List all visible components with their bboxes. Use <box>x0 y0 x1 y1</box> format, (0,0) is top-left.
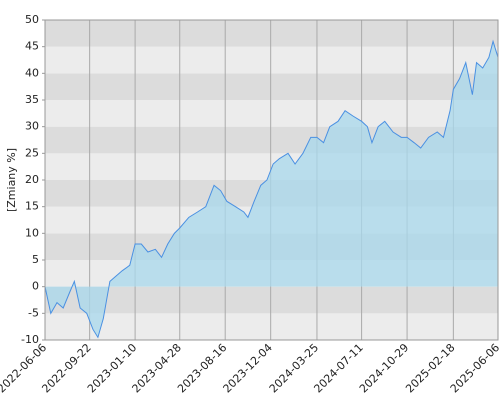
y-tick-label: 10 <box>25 226 39 239</box>
y-tick-label: 30 <box>25 120 39 133</box>
plot-frame <box>44 19 499 341</box>
y-tick-label: 35 <box>25 93 39 106</box>
band <box>45 20 498 47</box>
y-tick-label: 45 <box>25 40 39 53</box>
y-tick-label: 5 <box>32 253 39 266</box>
y-tick-label: 25 <box>25 146 39 159</box>
y-tick-label: -5 <box>28 306 39 319</box>
y-axis-label: [Zmiany %] <box>5 148 18 212</box>
y-tick-label: 50 <box>25 13 39 26</box>
y-tick-label: 40 <box>25 66 39 79</box>
band <box>45 73 498 100</box>
band <box>45 46 498 74</box>
y-tick-label: -10 <box>21 333 39 346</box>
y-tick-label: 20 <box>25 173 39 186</box>
band <box>45 100 498 127</box>
band <box>45 313 498 340</box>
line <box>44 39 499 339</box>
y-tick-label: 0 <box>32 280 39 293</box>
band <box>45 286 498 314</box>
y-tick-label: 15 <box>25 200 39 213</box>
area <box>45 41 498 338</box>
